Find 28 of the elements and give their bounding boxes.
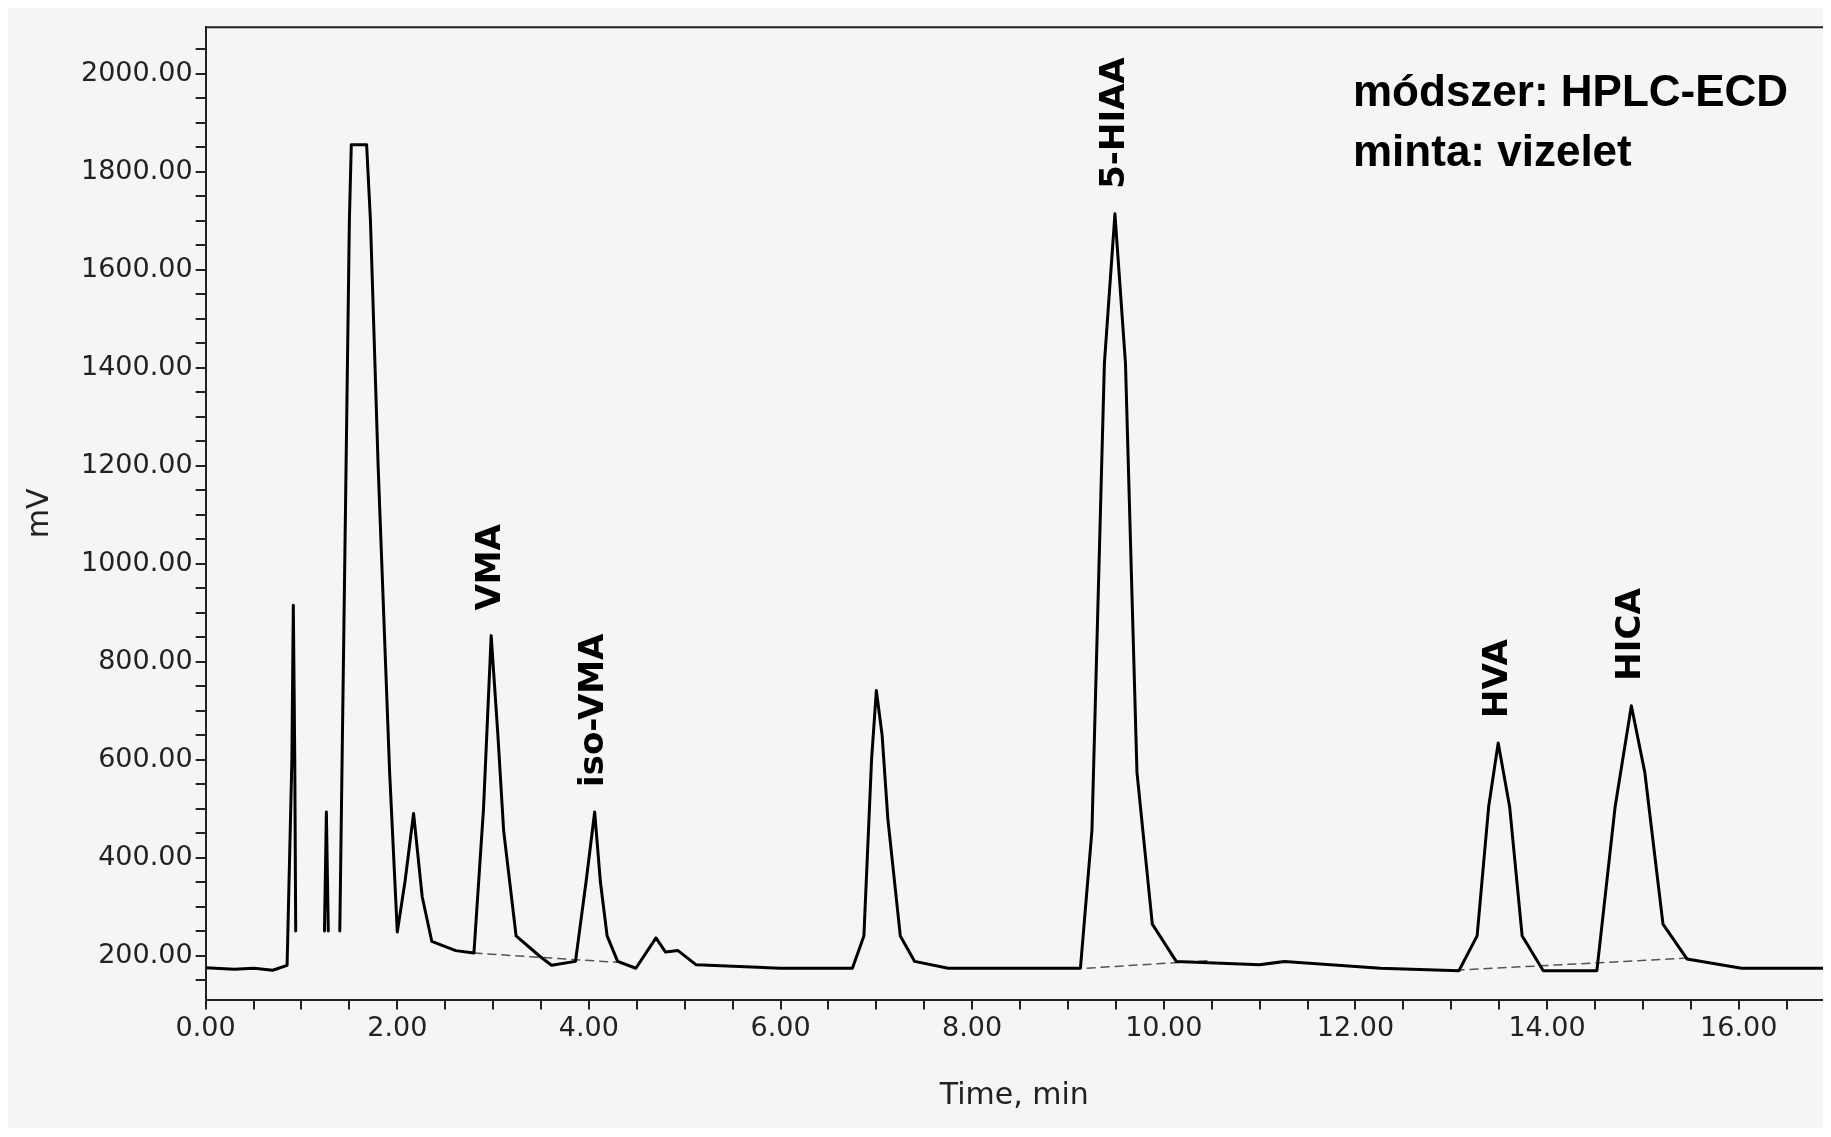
- annotation: iso-VMA: [571, 632, 612, 787]
- y-tick-label: 1000.00: [81, 545, 193, 577]
- annotation: módszer: HPLC-ECD: [1353, 66, 1789, 116]
- y-tick-label: 1400.00: [81, 349, 193, 381]
- y-tick-label: 1600.00: [81, 251, 193, 283]
- x-tick-label: 16.00: [1700, 1010, 1778, 1042]
- annotation: minta: vizelet: [1353, 126, 1633, 176]
- y-tick-label: 800.00: [98, 643, 193, 675]
- x-tick-label: 12.00: [1316, 1010, 1395, 1042]
- y-axis-title: mV: [19, 488, 55, 539]
- annotation: HVA: [1475, 638, 1516, 718]
- y-tick-label: 200.00: [98, 937, 193, 969]
- x-tick-label: 6.00: [750, 1010, 811, 1042]
- y-tick-label: 1800.00: [81, 153, 193, 185]
- x-tick-label: 0.00: [175, 1010, 236, 1042]
- x-axis-title: Time, min: [938, 1075, 1089, 1111]
- y-tick-label: 600.00: [98, 741, 193, 773]
- x-tick-label: 10.00: [1125, 1010, 1203, 1042]
- x-tick-label: 2.00: [367, 1010, 428, 1042]
- x-tick-label: 14.00: [1508, 1010, 1586, 1042]
- annotation: HICA: [1608, 587, 1649, 681]
- annotation: VMA: [468, 523, 509, 611]
- annotation: 5-HIAA: [1091, 56, 1132, 189]
- y-tick-label: 2000.00: [81, 55, 193, 87]
- y-tick-label: 1200.00: [81, 447, 193, 479]
- x-tick-label: 4.00: [558, 1010, 619, 1042]
- y-tick-label: 400.00: [98, 839, 193, 871]
- x-tick-label: 8.00: [942, 1010, 1003, 1042]
